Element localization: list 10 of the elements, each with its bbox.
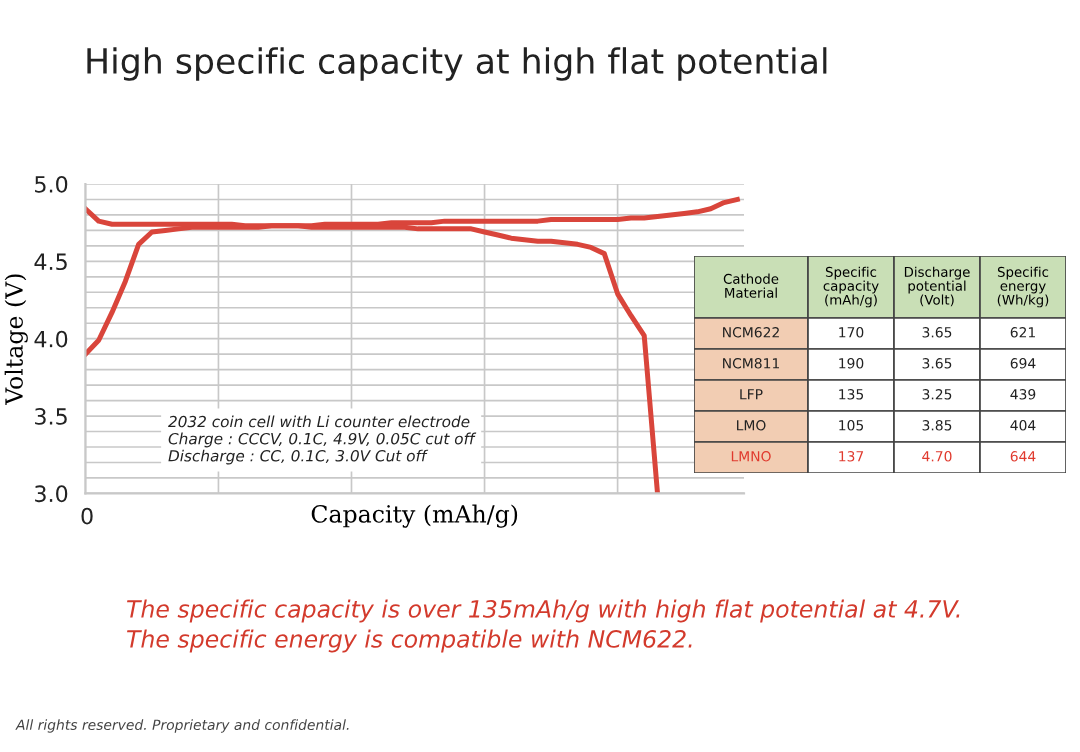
y-tick-label: 4.5: [34, 253, 67, 271]
y-axis-title: Voltage (V): [4, 274, 28, 406]
y-tick-label: 5.0: [35, 175, 68, 193]
y-tick-label: 4.0: [34, 330, 68, 348]
y-tick-label: 3.0: [35, 485, 68, 503]
chart-title: High specific capacity at high flat potential: [87, 47, 827, 81]
text: 0: [81, 507, 93, 525]
text: The specific capacity is over 135mAh/g with high flat potential at 4.7V. The specific energy is compatible with NCM622.: [127, 599, 960, 653]
y-tick-label: 3.5: [35, 408, 67, 425]
x-axis-title: Capacity (mAh/g): [311, 504, 518, 528]
